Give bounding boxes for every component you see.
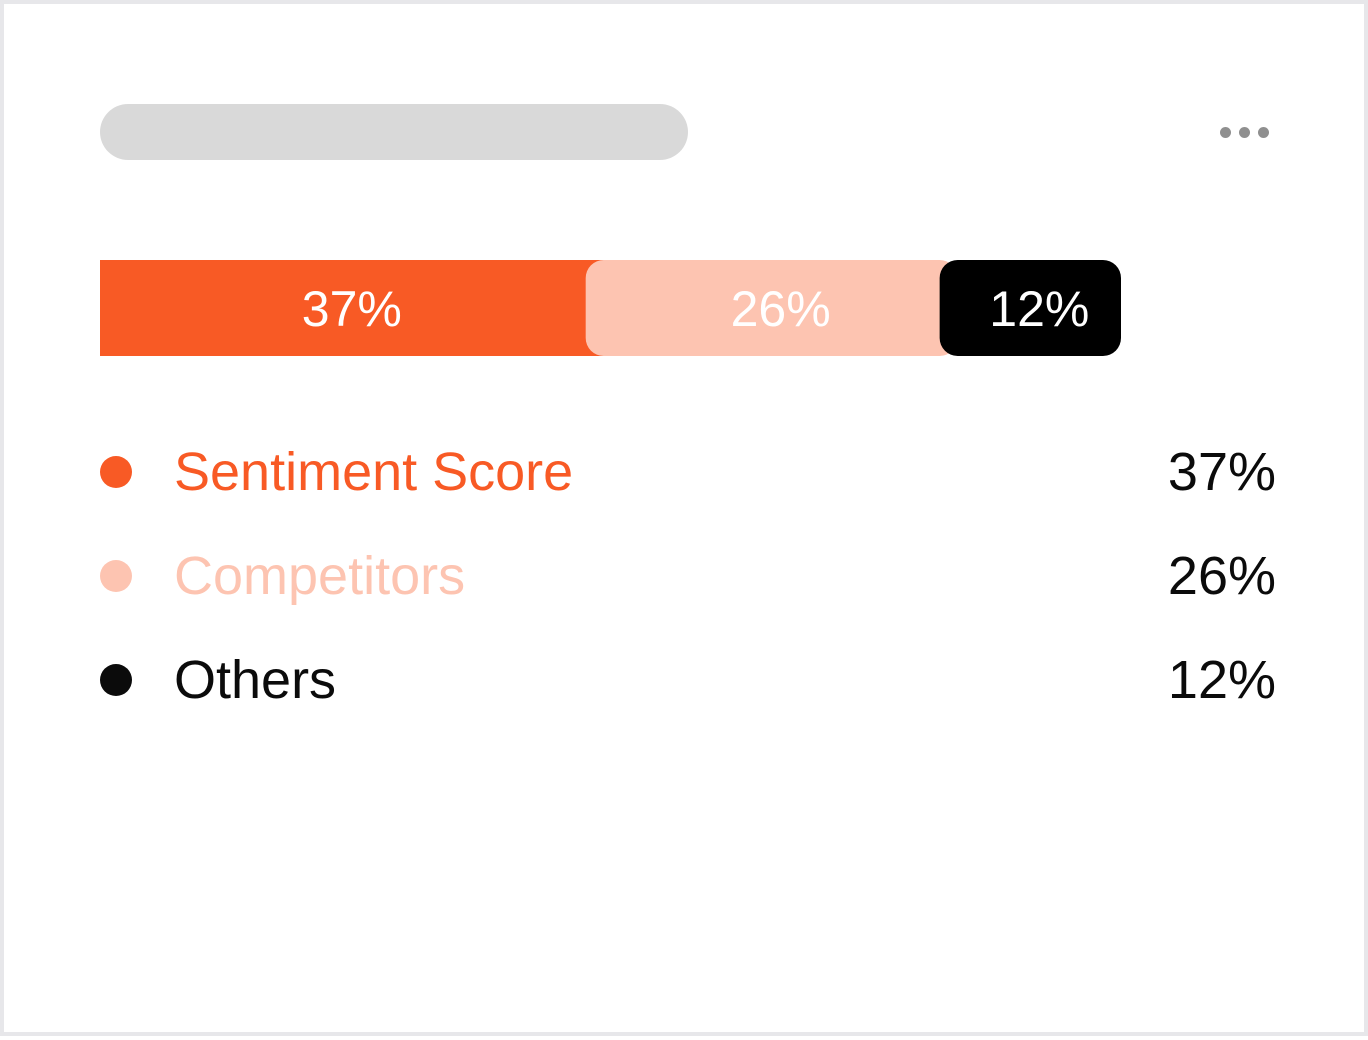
legend-dot: [100, 560, 132, 592]
legend-item-sentiment-score: Sentiment Score 37%: [100, 420, 1276, 524]
legend-dot: [100, 456, 132, 488]
bar-segment-competitors: [585, 260, 958, 356]
legend-value: 12%: [1167, 650, 1276, 710]
bar-segment-sentiment-score: [100, 260, 604, 356]
legend-item-competitors: Competitors 26%: [100, 524, 1276, 628]
more-horizontal-icon: [1219, 126, 1231, 138]
title-placeholder: [100, 104, 688, 160]
more-horizontal-icon-dot: [1257, 126, 1269, 138]
legend-dot: [100, 664, 132, 696]
legend-label: Sentiment Score: [174, 442, 574, 502]
more-options-button[interactable]: [1210, 114, 1278, 150]
bar-segment-label: 26%: [731, 281, 831, 337]
bar-segment-label: 12%: [989, 281, 1089, 337]
legend-value: 26%: [1167, 546, 1276, 606]
legend: Sentiment Score 37% Competitors 26% Othe…: [100, 420, 1276, 732]
legend-label: Competitors: [174, 546, 466, 606]
bar-segment-label: 37%: [302, 281, 402, 337]
legend-item-others: Others 12%: [100, 628, 1276, 732]
legend-value: 37%: [1167, 442, 1276, 502]
bar-segment-others: [939, 260, 1121, 356]
more-horizontal-icon-dot: [1238, 126, 1250, 138]
legend-label: Others: [174, 650, 337, 710]
